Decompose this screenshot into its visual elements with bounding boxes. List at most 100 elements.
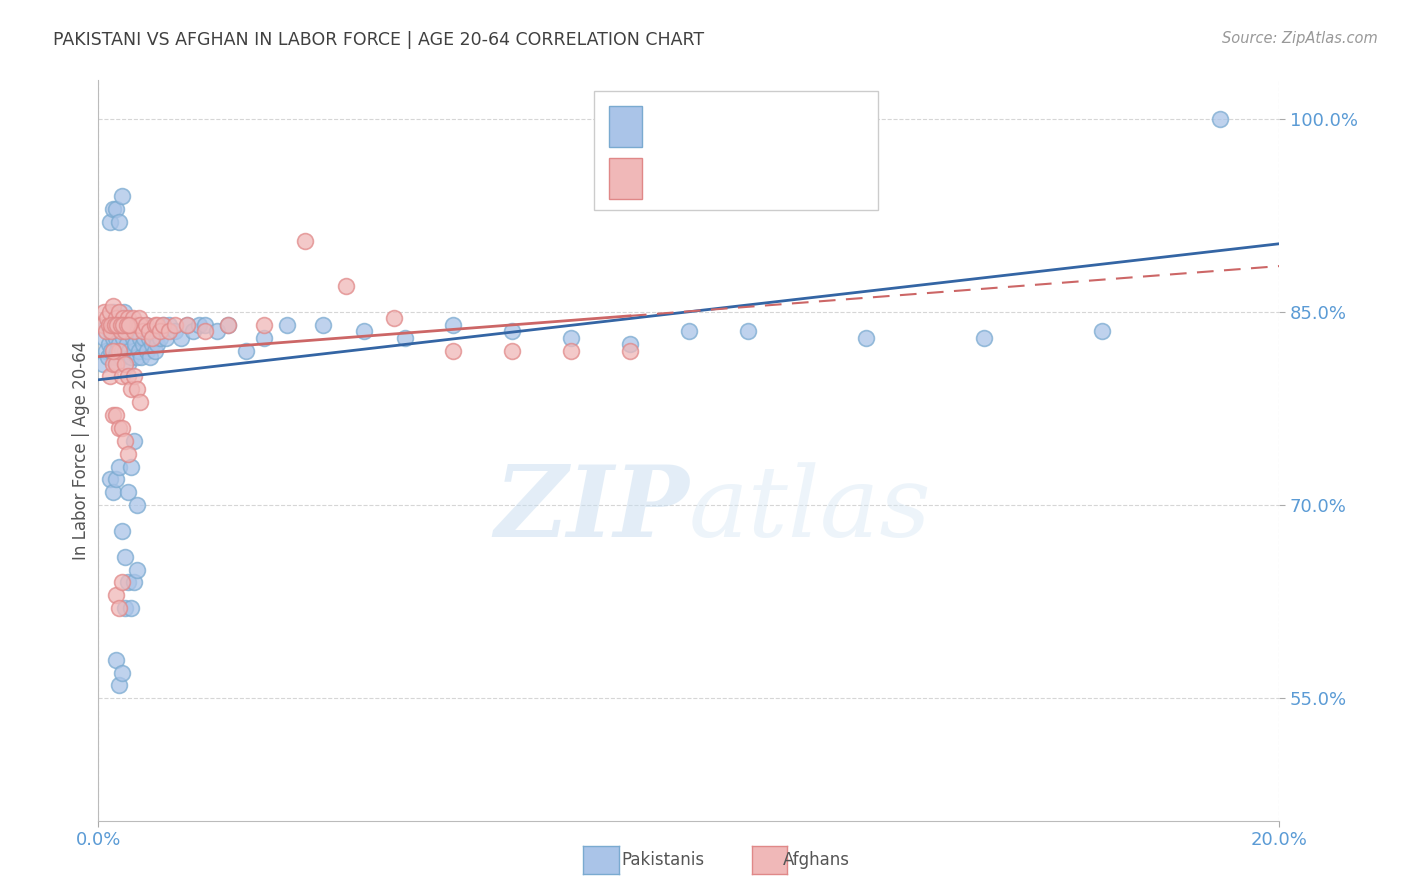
Point [103, 485, 125, 500]
Point [122, 343, 145, 358]
Text: PAKISTANI VS AFGHAN IN LABOR FORCE | AGE 20-64 CORRELATION CHART: PAKISTANI VS AFGHAN IN LABOR FORCE | AGE… [53, 31, 704, 49]
Point [103, 202, 125, 216]
Point [108, 678, 131, 692]
Point [108, 311, 131, 326]
Point [110, 350, 132, 364]
Point [103, 318, 125, 332]
Point [105, 311, 128, 326]
Text: N =: N = [766, 169, 806, 187]
Point [107, 318, 129, 332]
Point [120, 601, 142, 615]
Point [105, 472, 128, 486]
Point [155, 331, 177, 345]
Point [294, 234, 316, 248]
Point [96, 311, 118, 326]
Point [181, 324, 204, 338]
Point [114, 601, 136, 615]
Bar [609, 158, 641, 199]
Point [103, 408, 125, 422]
Point [94, 343, 117, 358]
Point [382, 311, 405, 326]
Point [501, 343, 523, 358]
Point [501, 324, 523, 338]
Point [138, 331, 160, 345]
Point [111, 343, 134, 358]
Point [157, 318, 180, 332]
Text: R =: R = [651, 117, 689, 136]
FancyBboxPatch shape [595, 91, 877, 210]
Point [112, 318, 135, 332]
Point [124, 337, 146, 351]
Point [122, 324, 145, 338]
Point [143, 343, 166, 358]
Point [114, 343, 136, 358]
Point [141, 337, 163, 351]
Point [129, 350, 152, 364]
Point [619, 343, 641, 358]
Point [111, 369, 134, 384]
Point [353, 324, 375, 338]
Point [114, 318, 136, 332]
Point [122, 369, 145, 384]
Point [135, 318, 157, 332]
Point [118, 343, 141, 358]
Point [111, 524, 134, 538]
Point [94, 324, 117, 338]
Point [103, 299, 125, 313]
Point [108, 421, 131, 435]
Point [139, 350, 162, 364]
Text: N =: N = [766, 117, 806, 136]
Point [121, 311, 143, 326]
Point [111, 318, 134, 332]
Point [117, 575, 139, 590]
Point [128, 331, 150, 345]
Point [108, 343, 131, 358]
Point [104, 318, 127, 332]
Point [135, 318, 157, 332]
Point [98, 472, 121, 486]
Point [253, 331, 276, 345]
Point [121, 331, 143, 345]
Point [149, 331, 172, 345]
Point [114, 549, 136, 564]
Point [855, 331, 877, 345]
Point [560, 331, 582, 345]
Point [128, 318, 150, 332]
Point [114, 434, 136, 448]
Point [205, 324, 228, 338]
Point [105, 331, 128, 345]
Y-axis label: In Labor Force | Age 20-64: In Labor Force | Age 20-64 [72, 341, 90, 560]
Point [114, 324, 136, 338]
Point [176, 318, 198, 332]
Point [117, 447, 139, 461]
Point [194, 318, 217, 332]
Point [138, 324, 160, 338]
Point [105, 318, 128, 332]
Point [110, 318, 132, 332]
Point [117, 369, 139, 384]
Point [110, 324, 132, 338]
Point [152, 318, 174, 332]
Text: Pakistanis: Pakistanis [621, 851, 704, 869]
Point [194, 324, 217, 338]
Point [117, 311, 139, 326]
Point [143, 318, 166, 332]
Point [142, 324, 165, 338]
Point [93, 331, 115, 345]
Point [103, 357, 125, 371]
Text: ZIP: ZIP [494, 461, 689, 558]
Point [1209, 112, 1232, 126]
Point [98, 337, 121, 351]
Point [1091, 324, 1114, 338]
Point [105, 318, 128, 332]
Point [132, 337, 155, 351]
Point [105, 343, 128, 358]
Point [98, 369, 121, 384]
Point [128, 311, 150, 326]
Point [128, 395, 150, 409]
Text: Afghans: Afghans [783, 851, 851, 869]
Point [105, 653, 128, 667]
Point [120, 318, 142, 332]
Point [104, 350, 127, 364]
Text: 102: 102 [811, 117, 846, 136]
